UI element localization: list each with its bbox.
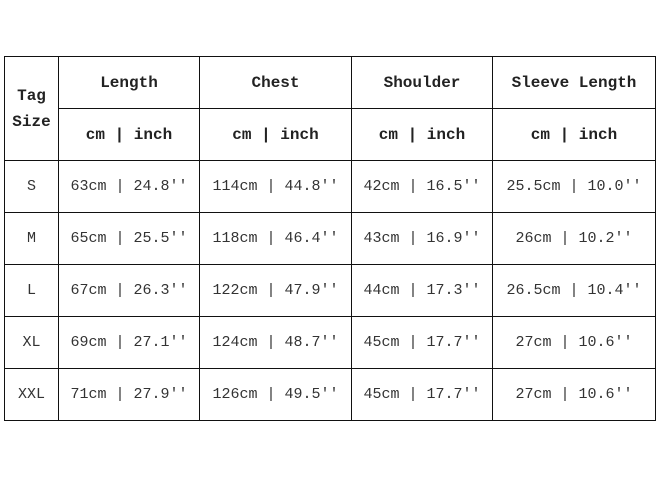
unit-label: cm | inch bbox=[199, 108, 352, 161]
measurement-cell: 44cm | 17.3'' bbox=[351, 264, 493, 317]
measurement-cell: 45cm | 17.7'' bbox=[351, 368, 493, 421]
measurement-cell: 114cm | 44.8'' bbox=[199, 160, 352, 213]
column-header-length: Length bbox=[58, 56, 200, 109]
table-row: XXL 71cm | 27.9'' 126cm | 49.5'' 45cm | 17.… bbox=[4, 368, 656, 421]
measurement-cell: 43cm | 16.9'' bbox=[351, 212, 493, 265]
measurement-cell: 63cm | 24.8'' bbox=[58, 160, 200, 213]
unit-label: cm | inch bbox=[58, 108, 200, 161]
measurement-cell: 42cm | 16.5'' bbox=[351, 160, 493, 213]
unit-label: cm | inch bbox=[492, 108, 656, 161]
tag-label: Tag bbox=[17, 86, 46, 105]
measurement-cell: 27cm | 10.6'' bbox=[492, 368, 656, 421]
unit-row: cm | inch cm | inch cm | inch cm | inch bbox=[5, 108, 656, 161]
table-row: S 63cm | 24.8'' 114cm | 44.8'' 42cm | 16.5'… bbox=[4, 160, 656, 213]
size-cell: L bbox=[4, 264, 59, 317]
measurement-cell: 25.5cm | 10.0'' bbox=[492, 160, 656, 213]
measurement-cell: 45cm | 17.7'' bbox=[351, 316, 493, 369]
measurement-cell: 26.5cm | 10.4'' bbox=[492, 264, 656, 317]
table-row: XL 69cm | 27.1'' 124cm | 48.7'' 45cm | 17.7… bbox=[4, 316, 656, 369]
column-header-sleeve-length: Sleeve Length bbox=[492, 56, 656, 109]
measurement-cell: 124cm | 48.7'' bbox=[199, 316, 352, 369]
size-cell: S bbox=[4, 160, 59, 213]
measurement-cell: 69cm | 27.1'' bbox=[58, 316, 200, 369]
size-chart-table: Tag Size Length Chest Shoulder Sleeve Le… bbox=[4, 56, 656, 421]
column-header-chest: Chest bbox=[199, 56, 352, 109]
tag-size-header: Tag Size bbox=[4, 56, 59, 161]
measurement-cell: 122cm | 47.9'' bbox=[199, 264, 352, 317]
column-header-shoulder: Shoulder bbox=[351, 56, 493, 109]
measurement-cell: 118cm | 46.4'' bbox=[199, 212, 352, 265]
measurement-cell: 71cm | 27.9'' bbox=[58, 368, 200, 421]
measurement-cell: 26cm | 10.2'' bbox=[492, 212, 656, 265]
size-label: Size bbox=[12, 112, 51, 131]
size-cell: M bbox=[4, 212, 59, 265]
table-row: M 65cm | 25.5'' 118cm | 46.4'' 43cm | 16.9'… bbox=[4, 212, 656, 265]
measurement-cell: 126cm | 49.5'' bbox=[199, 368, 352, 421]
measurement-cell: 67cm | 26.3'' bbox=[58, 264, 200, 317]
header-row: Tag Size Length Chest Shoulder Sleeve Le… bbox=[4, 56, 656, 161]
size-cell: XL bbox=[4, 316, 59, 369]
unit-label: cm | inch bbox=[351, 108, 493, 161]
table-row: L 67cm | 26.3'' 122cm | 47.9'' 44cm | 17.3'… bbox=[4, 264, 656, 317]
size-cell: XXL bbox=[4, 368, 59, 421]
measurement-cell: 27cm | 10.6'' bbox=[492, 316, 656, 369]
measurement-cell: 65cm | 25.5'' bbox=[58, 212, 200, 265]
